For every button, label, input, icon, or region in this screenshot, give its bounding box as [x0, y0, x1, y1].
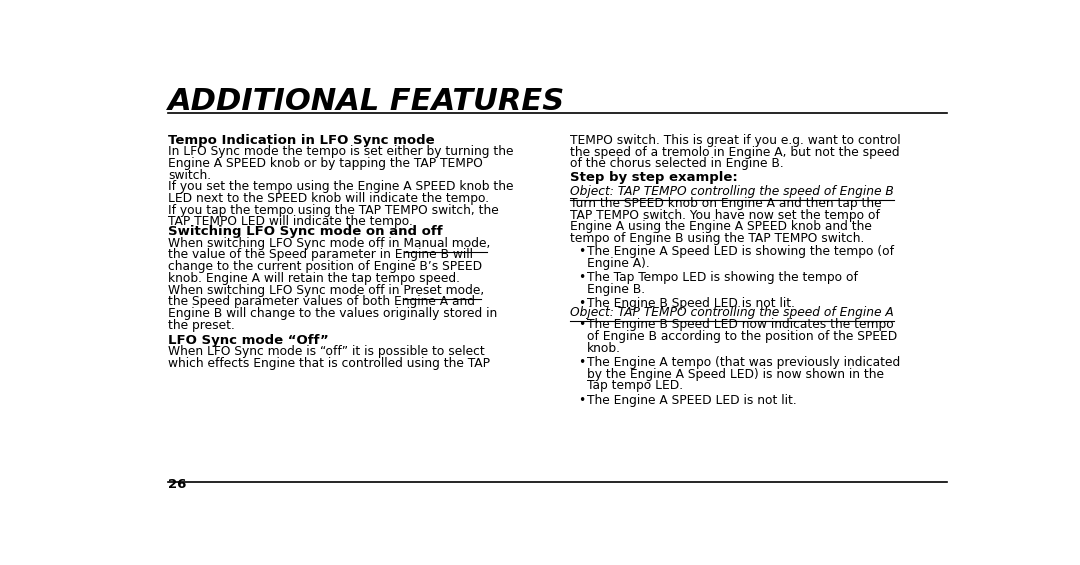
- Text: by the Engine A Speed LED) is now shown in the: by the Engine A Speed LED) is now shown …: [588, 368, 883, 381]
- Text: tempo of Engine B using the TAP TEMPO switch.: tempo of Engine B using the TAP TEMPO sw…: [570, 232, 865, 245]
- Text: The Engine A Speed LED is showing the tempo (of: The Engine A Speed LED is showing the te…: [588, 245, 894, 258]
- Text: •: •: [578, 394, 585, 407]
- Text: which effects Engine that is controlled using the TAP: which effects Engine that is controlled …: [168, 357, 490, 370]
- Text: knob. Engine A will retain the tap tempo speed.: knob. Engine A will retain the tap tempo…: [168, 272, 460, 285]
- Text: Object: TAP TEMPO controlling the speed of Engine B: Object: TAP TEMPO controlling the speed …: [570, 185, 894, 198]
- Text: •: •: [578, 245, 585, 258]
- Text: 26: 26: [168, 477, 187, 490]
- Text: When switching LFO Sync mode off in Manual mode,: When switching LFO Sync mode off in Manu…: [168, 237, 490, 250]
- Text: When switching LFO Sync mode off in Preset mode,: When switching LFO Sync mode off in Pres…: [168, 284, 485, 297]
- Text: change to the current position of Engine B’s SPEED: change to the current position of Engine…: [168, 260, 483, 273]
- Text: the speed of a tremolo in Engine A, but not the speed: the speed of a tremolo in Engine A, but …: [570, 146, 900, 159]
- Text: the Speed parameter values of both Engine A and: the Speed parameter values of both Engin…: [168, 295, 475, 308]
- Text: knob.: knob.: [588, 342, 621, 355]
- Text: Engine B.: Engine B.: [588, 283, 645, 296]
- Text: the preset.: the preset.: [168, 319, 235, 332]
- Text: •: •: [578, 356, 585, 369]
- Text: Engine A).: Engine A).: [588, 257, 650, 270]
- Text: Switching LFO Sync mode on and off: Switching LFO Sync mode on and off: [168, 225, 443, 238]
- Text: •: •: [578, 297, 585, 310]
- Text: Engine A SPEED knob or by tapping the TAP TEMPO: Engine A SPEED knob or by tapping the TA…: [168, 157, 484, 170]
- Text: •: •: [578, 271, 585, 284]
- Text: TAP TEMPO LED will indicate the tempo.: TAP TEMPO LED will indicate the tempo.: [168, 215, 414, 228]
- Text: switch.: switch.: [168, 168, 212, 181]
- Text: If you tap the tempo using the TAP TEMPO switch, the: If you tap the tempo using the TAP TEMPO…: [168, 203, 499, 216]
- Text: The Engine B Speed LED now indicates the tempo: The Engine B Speed LED now indicates the…: [588, 319, 894, 332]
- Text: ADDITIONAL FEATURES: ADDITIONAL FEATURES: [168, 88, 566, 116]
- Text: The Engine A SPEED LED is not lit.: The Engine A SPEED LED is not lit.: [588, 394, 797, 407]
- Text: LED next to the SPEED knob will indicate the tempo.: LED next to the SPEED knob will indicate…: [168, 192, 489, 205]
- Text: of Engine B according to the position of the SPEED: of Engine B according to the position of…: [588, 330, 897, 343]
- Text: TAP TEMPO switch. You have now set the tempo of: TAP TEMPO switch. You have now set the t…: [570, 208, 880, 221]
- Text: Engine A using the Engine A SPEED knob and the: Engine A using the Engine A SPEED knob a…: [570, 220, 873, 233]
- Text: Engine B will change to the values originally stored in: Engine B will change to the values origi…: [168, 307, 498, 320]
- Text: Object: TAP TEMPO controlling the speed of Engine A: Object: TAP TEMPO controlling the speed …: [570, 306, 894, 319]
- Text: •: •: [578, 319, 585, 332]
- Text: Tap tempo LED.: Tap tempo LED.: [588, 379, 684, 392]
- Text: If you set the tempo using the Engine A SPEED knob the: If you set the tempo using the Engine A …: [168, 180, 514, 193]
- Text: of the chorus selected in Engine B.: of the chorus selected in Engine B.: [570, 157, 784, 170]
- Text: TEMPO switch. This is great if you e.g. want to control: TEMPO switch. This is great if you e.g. …: [570, 134, 901, 147]
- Text: Tempo Indication in LFO Sync mode: Tempo Indication in LFO Sync mode: [168, 134, 435, 147]
- Text: In LFO Sync mode the tempo is set either by turning the: In LFO Sync mode the tempo is set either…: [168, 145, 514, 158]
- Text: The Engine A tempo (that was previously indicated: The Engine A tempo (that was previously …: [588, 356, 901, 369]
- Text: Step by step example:: Step by step example:: [570, 171, 738, 184]
- Text: Turn the SPEED knob on Engine A and then tap the: Turn the SPEED knob on Engine A and then…: [570, 197, 882, 210]
- Text: The Tap Tempo LED is showing the tempo of: The Tap Tempo LED is showing the tempo o…: [588, 271, 858, 284]
- Text: When LFO Sync mode is “off” it is possible to select: When LFO Sync mode is “off” it is possib…: [168, 345, 485, 358]
- Text: LFO Sync mode “Off”: LFO Sync mode “Off”: [168, 334, 329, 347]
- Text: The Engine B Speed LED is not lit.: The Engine B Speed LED is not lit.: [588, 297, 795, 310]
- Text: the value of the Speed parameter in Engine B will: the value of the Speed parameter in Engi…: [168, 248, 473, 261]
